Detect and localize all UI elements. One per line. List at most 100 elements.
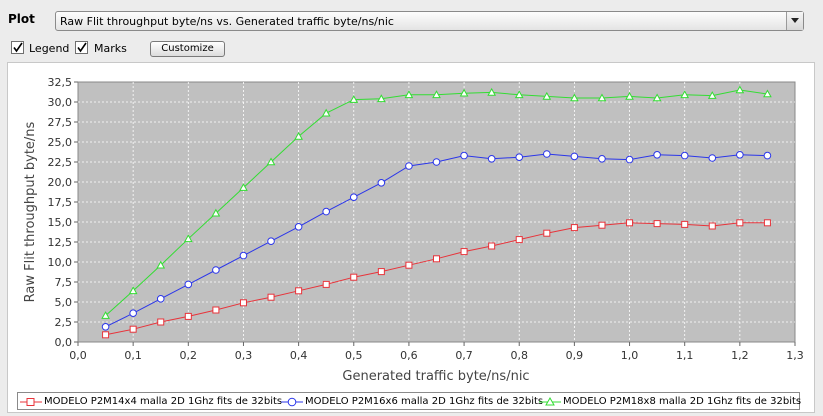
legend-label: MODELO P2M16x6 malla 2D 1Ghz fits de 32b… xyxy=(305,396,544,407)
x-tick-label: 1,2 xyxy=(731,349,749,362)
dropdown-arrow-button[interactable] xyxy=(786,12,803,30)
data-point xyxy=(349,193,358,201)
y-tick-label: 2,5 xyxy=(55,316,73,329)
y-tick-label: 30,0 xyxy=(48,96,73,109)
data-point xyxy=(184,312,192,320)
y-tick-label: 0,0 xyxy=(55,336,73,349)
data-point xyxy=(212,266,220,274)
data-point xyxy=(460,248,468,256)
x-tick-label: 1,0 xyxy=(621,349,639,362)
y-tick-label: 7,5 xyxy=(55,276,73,289)
y-tick-label: 17,5 xyxy=(48,196,73,209)
data-point xyxy=(377,179,386,187)
x-tick-label: 0,9 xyxy=(566,349,584,362)
x-axis-title: Generated traffic byte/ns/nic xyxy=(342,369,529,384)
data-point xyxy=(460,151,468,160)
data-point xyxy=(570,224,578,232)
x-tick-label: 0,2 xyxy=(180,349,198,362)
data-point xyxy=(515,153,524,161)
data-point xyxy=(212,306,220,314)
y-tick-label: 10,0 xyxy=(48,256,73,269)
y-tick-label: 5,0 xyxy=(55,296,73,309)
data-point xyxy=(350,273,358,281)
plot-selector[interactable]: Raw Flit throughput byte/ns vs. Generate… xyxy=(55,11,804,31)
data-point xyxy=(128,286,138,295)
data-point xyxy=(681,220,689,228)
data-point xyxy=(708,222,716,230)
data-point xyxy=(514,90,524,99)
data-point xyxy=(377,268,385,276)
x-tick-label: 0,0 xyxy=(69,349,87,362)
data-point xyxy=(736,151,744,159)
data-point xyxy=(763,89,772,98)
data-point xyxy=(487,155,496,163)
x-tick-label: 0,4 xyxy=(290,349,308,362)
plot-controls: Legend Marks Customize xyxy=(0,34,823,62)
data-point xyxy=(708,154,717,162)
x-tick-label: 0,7 xyxy=(455,349,473,362)
axis-ticks: 0,0 2,5 5,0 7,5 10,0 12,5 15,0 17,5 20,0 22,5 25,0… xyxy=(48,76,804,362)
data-point xyxy=(183,234,193,243)
check-icon xyxy=(13,42,23,53)
data-point xyxy=(570,93,579,102)
data-point xyxy=(349,95,359,103)
legend-item-series-1: MODELO P2M14x4 malla 2D 1Ghz fits de 32b… xyxy=(20,395,285,409)
data-point xyxy=(239,251,248,260)
y-tick-label: 12,5 xyxy=(48,236,73,249)
data-point xyxy=(211,208,221,217)
x-tick-label: 0,6 xyxy=(400,349,418,362)
plot-selector-value: Raw Flit throughput byte/ns vs. Generate… xyxy=(60,15,394,28)
data-point xyxy=(625,155,634,164)
data-point xyxy=(322,207,330,216)
data-point xyxy=(432,158,441,166)
data-point xyxy=(735,85,745,94)
y-axis-title: Raw Flit throughput byte/ns xyxy=(23,121,38,302)
y-tick-label: 32,5 xyxy=(48,76,73,89)
x-tick-label: 0,5 xyxy=(345,349,363,362)
data-point xyxy=(321,108,331,117)
data-point xyxy=(101,311,110,319)
legend-checkbox[interactable] xyxy=(11,41,24,54)
data-point xyxy=(184,280,193,289)
plot-toolbar: Plot Raw Flit throughput byte/ns vs. Gen… xyxy=(0,0,823,34)
data-point xyxy=(129,325,137,333)
x-tick-label: 1,3 xyxy=(786,349,804,362)
customize-button[interactable]: Customize xyxy=(150,41,225,57)
data-point xyxy=(294,131,303,140)
chart-legend: MODELO P2M14x4 malla 2D 1Ghz fits de 32b… xyxy=(17,392,802,410)
data-point xyxy=(405,261,413,269)
y-tick-label: 20,0 xyxy=(48,176,73,189)
data-point xyxy=(102,331,110,339)
check-icon xyxy=(77,42,87,53)
data-point xyxy=(653,151,661,159)
data-point xyxy=(156,295,165,303)
legend-label: MODELO P2M14x4 malla 2D 1Ghz fits de 32b… xyxy=(44,396,283,407)
data-point xyxy=(322,280,330,288)
data-point xyxy=(459,88,469,97)
y-tick-label: 27,5 xyxy=(48,116,73,129)
data-point xyxy=(294,223,303,231)
data-point xyxy=(653,220,661,228)
marks-checkbox[interactable] xyxy=(75,41,88,54)
data-point xyxy=(295,287,303,295)
data-point xyxy=(488,242,496,250)
x-tick-label: 0,8 xyxy=(510,349,528,362)
legend-checkbox-label: Legend xyxy=(29,42,70,55)
data-point xyxy=(404,90,414,99)
data-point xyxy=(543,229,551,237)
marks-checkbox-label: Marks xyxy=(94,42,127,55)
legend-swatch-triangle xyxy=(539,396,561,406)
legend-swatch-square xyxy=(20,398,42,406)
data-point xyxy=(266,157,276,166)
data-point xyxy=(597,93,607,102)
data-point xyxy=(156,260,166,269)
data-point xyxy=(598,155,606,163)
legend-label: MODELO P2M18x8 malla 2D 1Ghz fits de 32b… xyxy=(563,396,802,407)
x-tick-label: 0,3 xyxy=(235,349,253,362)
legend-item-series-2: MODELO P2M16x6 malla 2D 1Ghz fits de 32b… xyxy=(281,395,544,409)
data-point xyxy=(652,93,662,102)
data-point xyxy=(487,87,497,96)
plot-label: Plot xyxy=(8,12,35,26)
data-point xyxy=(515,236,523,244)
data-point xyxy=(405,162,413,170)
